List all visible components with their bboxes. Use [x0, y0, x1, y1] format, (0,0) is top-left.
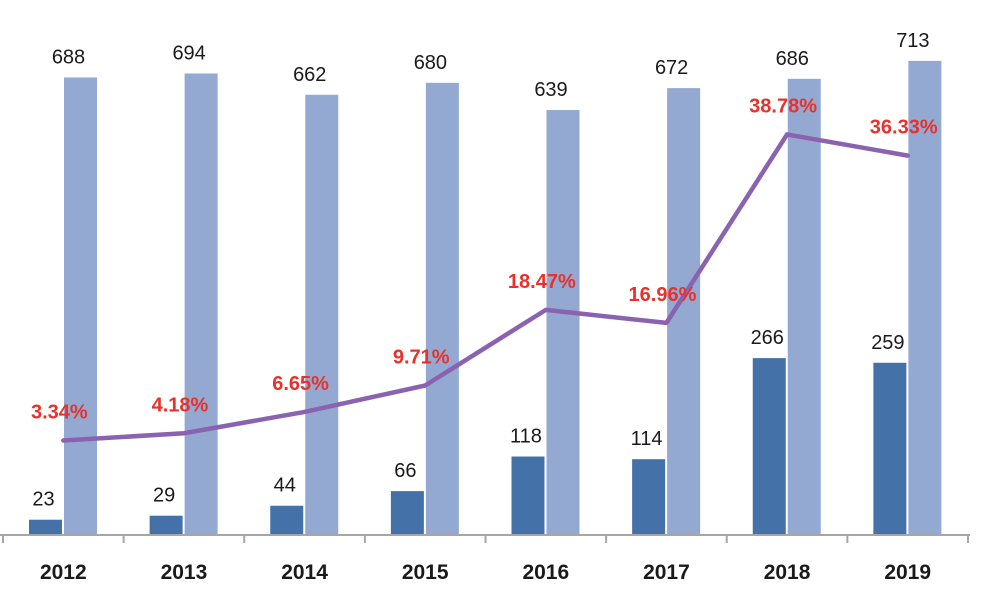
ratio-line-path	[61, 132, 910, 443]
series-b-bars	[64, 60, 942, 536]
bar-b-2015	[425, 82, 459, 536]
bar-b-2012	[64, 77, 97, 535]
bar-a-label-2012: 23	[32, 489, 54, 511]
x-tick-2014: 2014	[281, 561, 328, 584]
bar-a-label-2013: 29	[153, 485, 175, 507]
bar-a-2013	[149, 515, 183, 535]
bar-b-2016	[546, 110, 580, 535]
ratio-label-2017: 16.96%	[629, 284, 697, 306]
bar-a-label-2016: 118	[510, 426, 542, 448]
bar-a-label-2017: 114	[631, 428, 663, 450]
x-tick-2012: 2012	[40, 561, 87, 584]
bar-a-label-2015: 66	[394, 460, 416, 482]
bar-b-label-2015: 680	[414, 52, 447, 74]
bar-a-2016	[511, 456, 545, 535]
bar-b-label-2019: 713	[896, 30, 929, 52]
x-tick-2016: 2016	[522, 561, 569, 584]
ratio-label-2018: 38.78%	[749, 95, 817, 117]
bar-a-2014	[270, 505, 304, 535]
ratio-label-2013: 4.18%	[152, 394, 209, 416]
x-tick-2018: 2018	[764, 561, 811, 584]
bar-b-2018	[787, 78, 821, 535]
bar-b-2019	[908, 60, 942, 535]
bar-a-2017	[632, 459, 666, 535]
ratio-label-2014: 6.65%	[272, 373, 329, 395]
ratio-label-2016: 18.47%	[508, 271, 576, 293]
series-a-bars	[29, 358, 907, 535]
bar-a-2012	[29, 519, 62, 535]
bar-a-label-2018: 266	[751, 327, 784, 349]
bar-a-2018	[752, 358, 786, 535]
ratio-label-2019: 36.33%	[870, 117, 938, 139]
bar-a-2019	[873, 362, 907, 535]
bar-b-2014	[305, 94, 339, 536]
ratio-label-2015: 9.71%	[393, 347, 450, 369]
bar-b-2013	[184, 73, 218, 536]
bar-a-label-2014: 44	[274, 475, 296, 497]
bar-b-label-2017: 672	[655, 57, 688, 79]
bar-b-label-2013: 694	[172, 42, 205, 64]
x-axis: 2012 2013 2014 2015 2016 2017 2018 2019	[0, 534, 970, 584]
ratio-label-2012: 3.34%	[31, 402, 88, 424]
bar-b-label-2014: 662	[293, 64, 326, 86]
x-tick-2017: 2017	[643, 561, 690, 584]
bar-a-label-2019: 259	[871, 332, 904, 354]
bar-b-label-2012: 688	[52, 46, 85, 68]
x-tick-2019: 2019	[884, 561, 931, 584]
bar-b-label-2016: 639	[534, 79, 567, 101]
data-labels: 23 688 29 694 44 662 66 680 118 639 114 672 266 686 25…	[31, 30, 938, 511]
x-tick-2015: 2015	[402, 561, 449, 584]
ratio-line	[61, 132, 910, 443]
bar-a-2015	[390, 491, 424, 535]
bar-b-label-2018: 686	[776, 48, 809, 70]
x-tick-2013: 2013	[161, 561, 208, 584]
